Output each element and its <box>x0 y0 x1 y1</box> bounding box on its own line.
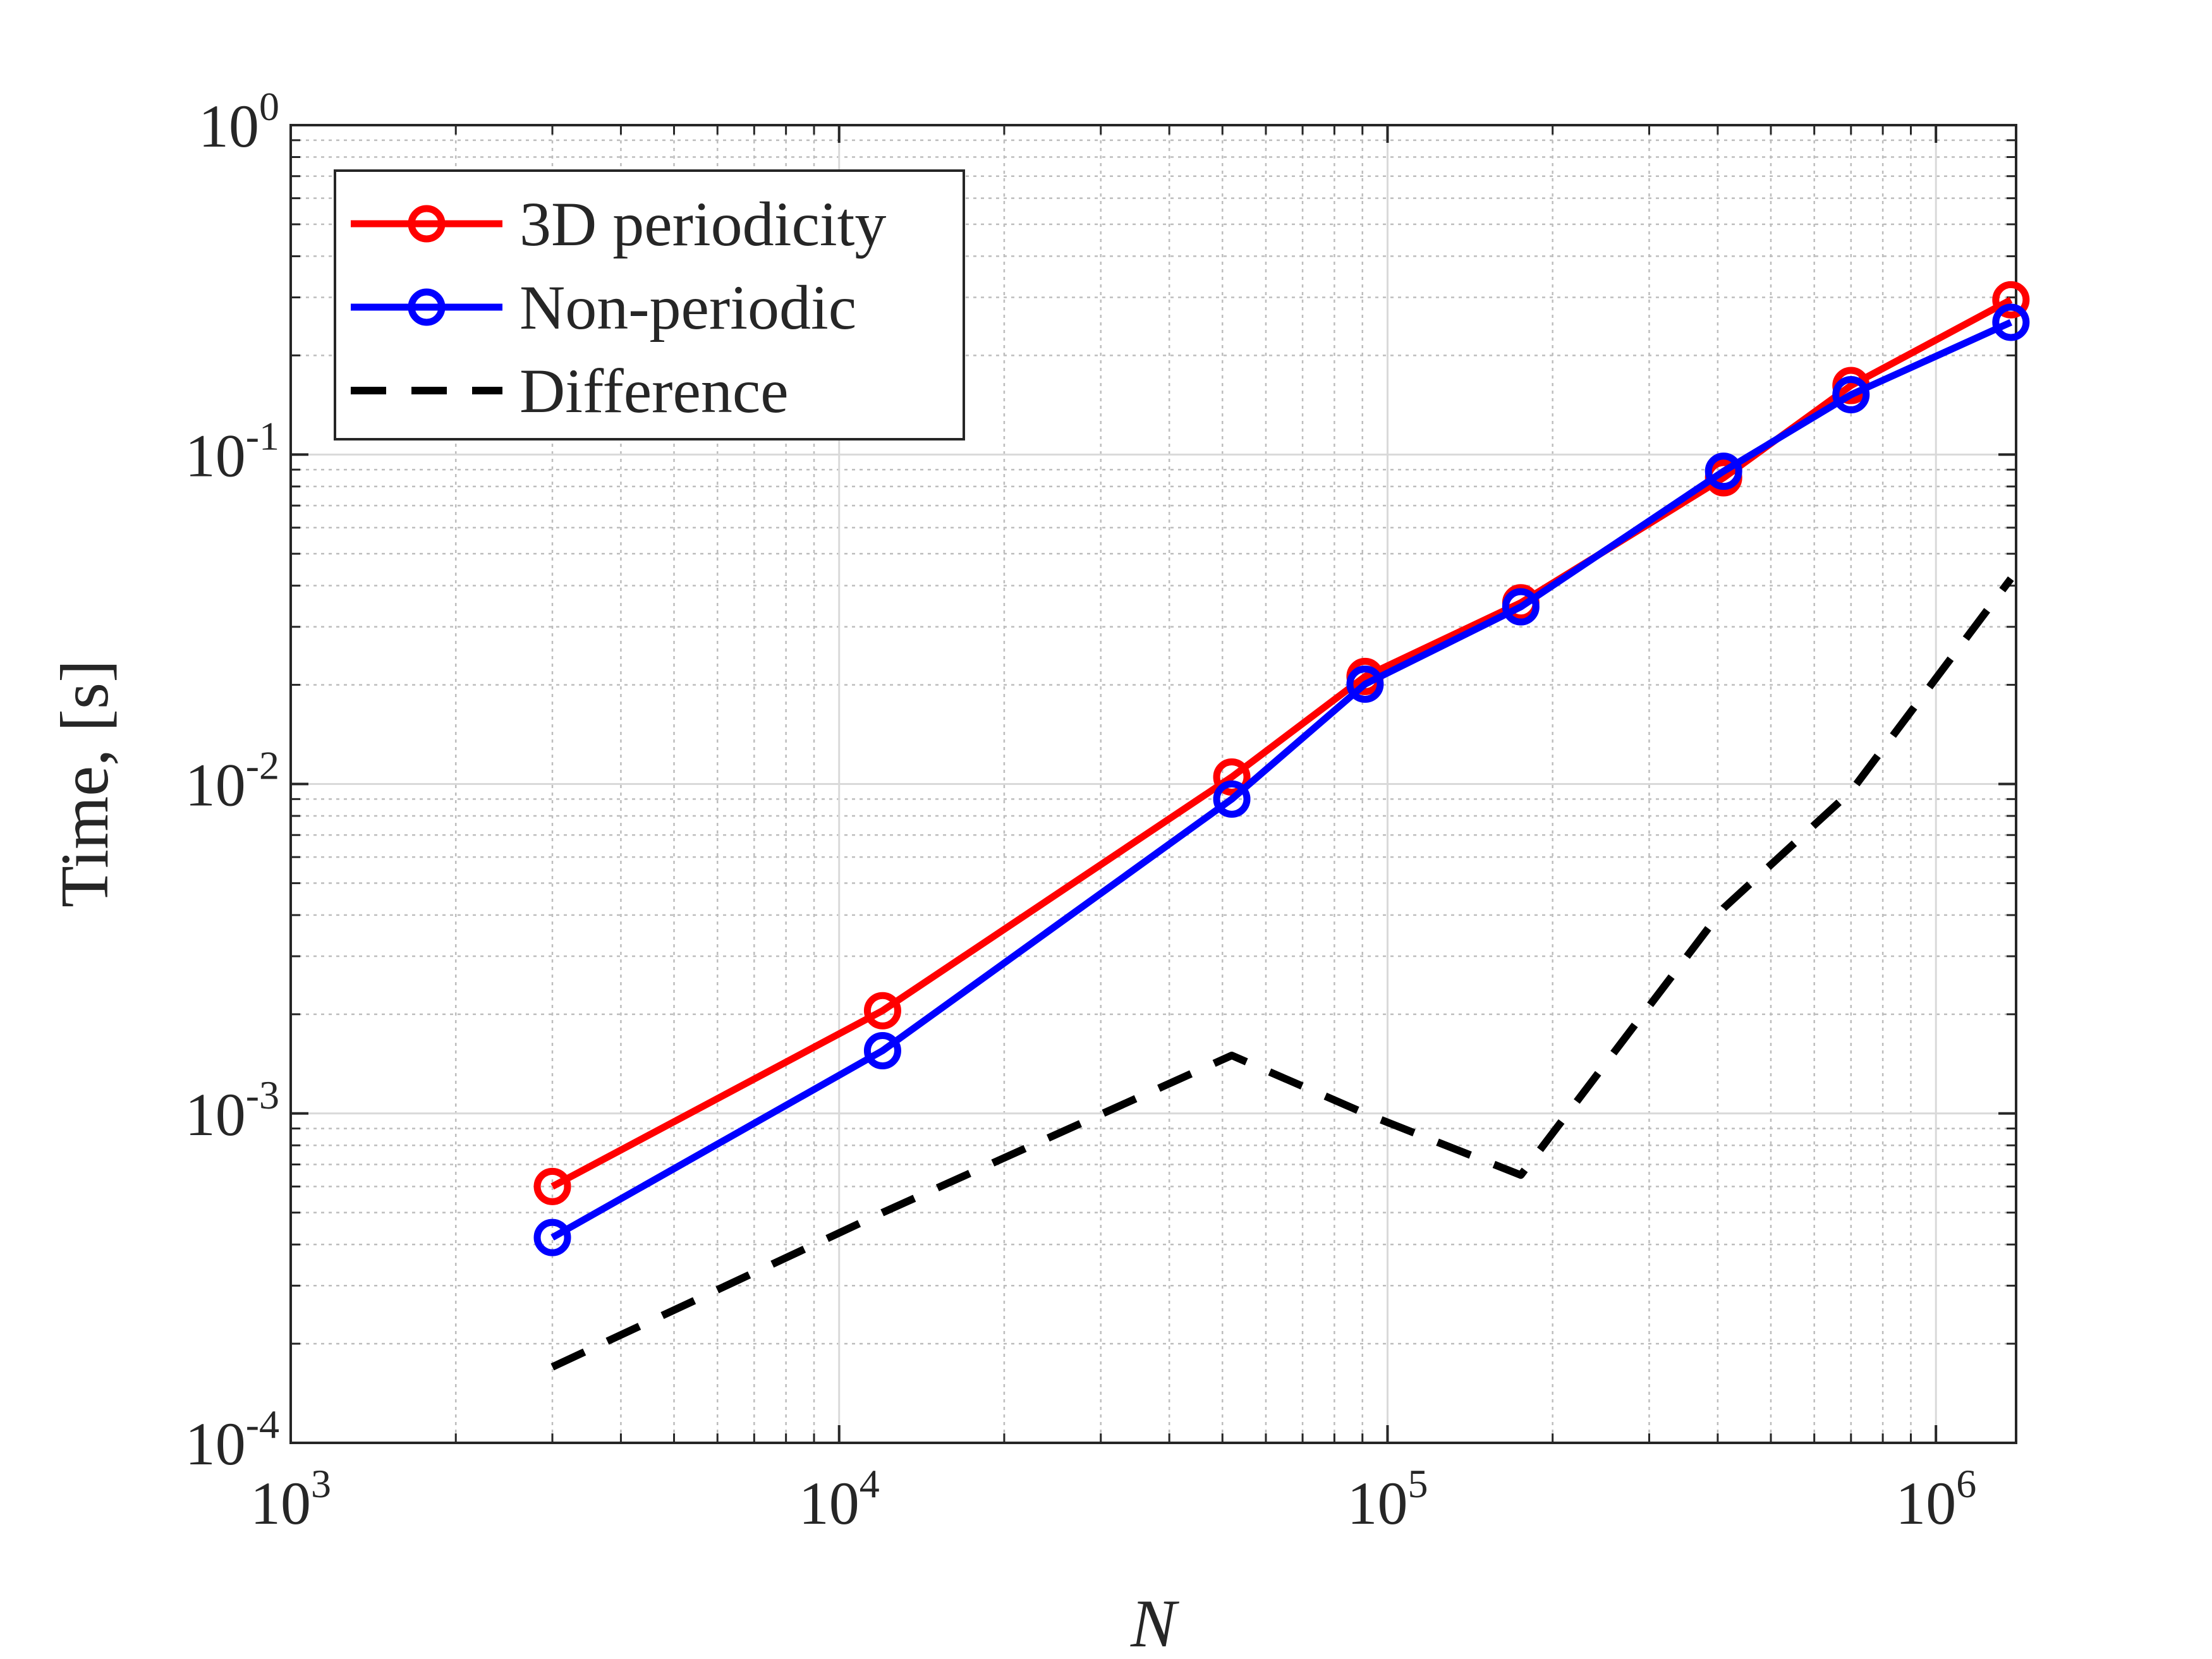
data-point <box>863 992 901 1030</box>
y-axis-tick-labels: 10-4 10-3 10-2 10-1 100 <box>185 84 279 1478</box>
legend-marker <box>408 288 446 326</box>
data-point <box>533 1218 571 1256</box>
axis-ticks <box>289 124 2016 1444</box>
legend-label: Non-periodic <box>520 272 856 343</box>
data-point <box>1213 780 1251 818</box>
data-point <box>533 1167 571 1205</box>
series-2 <box>533 303 2030 1256</box>
series-line <box>550 576 2014 1371</box>
series-line <box>550 319 2013 1241</box>
x-tick-label: 106 <box>1895 1461 1976 1537</box>
x-tick-label: 103 <box>250 1461 331 1537</box>
legend-entry: Non-periodic <box>351 272 856 343</box>
data-point <box>1213 758 1251 796</box>
x-tick-label: 105 <box>1347 1461 1428 1537</box>
data-point <box>1992 303 2030 341</box>
data-point <box>1346 665 1384 703</box>
legend-entries: 3D periodicity Non-periodic Difference <box>351 189 886 426</box>
y-tick-label: 10-3 <box>185 1073 279 1148</box>
data-point <box>1705 453 1742 490</box>
data-point <box>1502 588 1540 626</box>
x-axis-title: N <box>1130 1586 1180 1659</box>
x-axis-tick-labels: 103 104 105 106 <box>250 1461 1976 1537</box>
y-tick-label: 100 <box>198 84 279 160</box>
y-tick-label: 10-2 <box>185 743 279 819</box>
y-tick-label: 10-4 <box>185 1402 279 1478</box>
series-layer <box>533 281 2030 1371</box>
legend-marker <box>408 205 446 243</box>
data-point <box>863 1032 901 1070</box>
series-line <box>550 296 2013 1190</box>
legend-entry: Difference <box>351 356 789 426</box>
x-tick-label: 104 <box>799 1461 880 1537</box>
data-point <box>1832 375 1870 413</box>
legend-label: 3D periodicity <box>520 189 886 259</box>
series-3 <box>550 576 2014 1371</box>
y-tick-label: 10-1 <box>185 413 279 489</box>
legend-entry: 3D periodicity <box>351 189 886 259</box>
legend: 3D periodicity Non-periodic Difference <box>334 169 965 441</box>
legend-label: Difference <box>520 356 789 426</box>
y-axis-title: Time, [s] <box>47 660 123 908</box>
data-point <box>1992 281 2030 319</box>
